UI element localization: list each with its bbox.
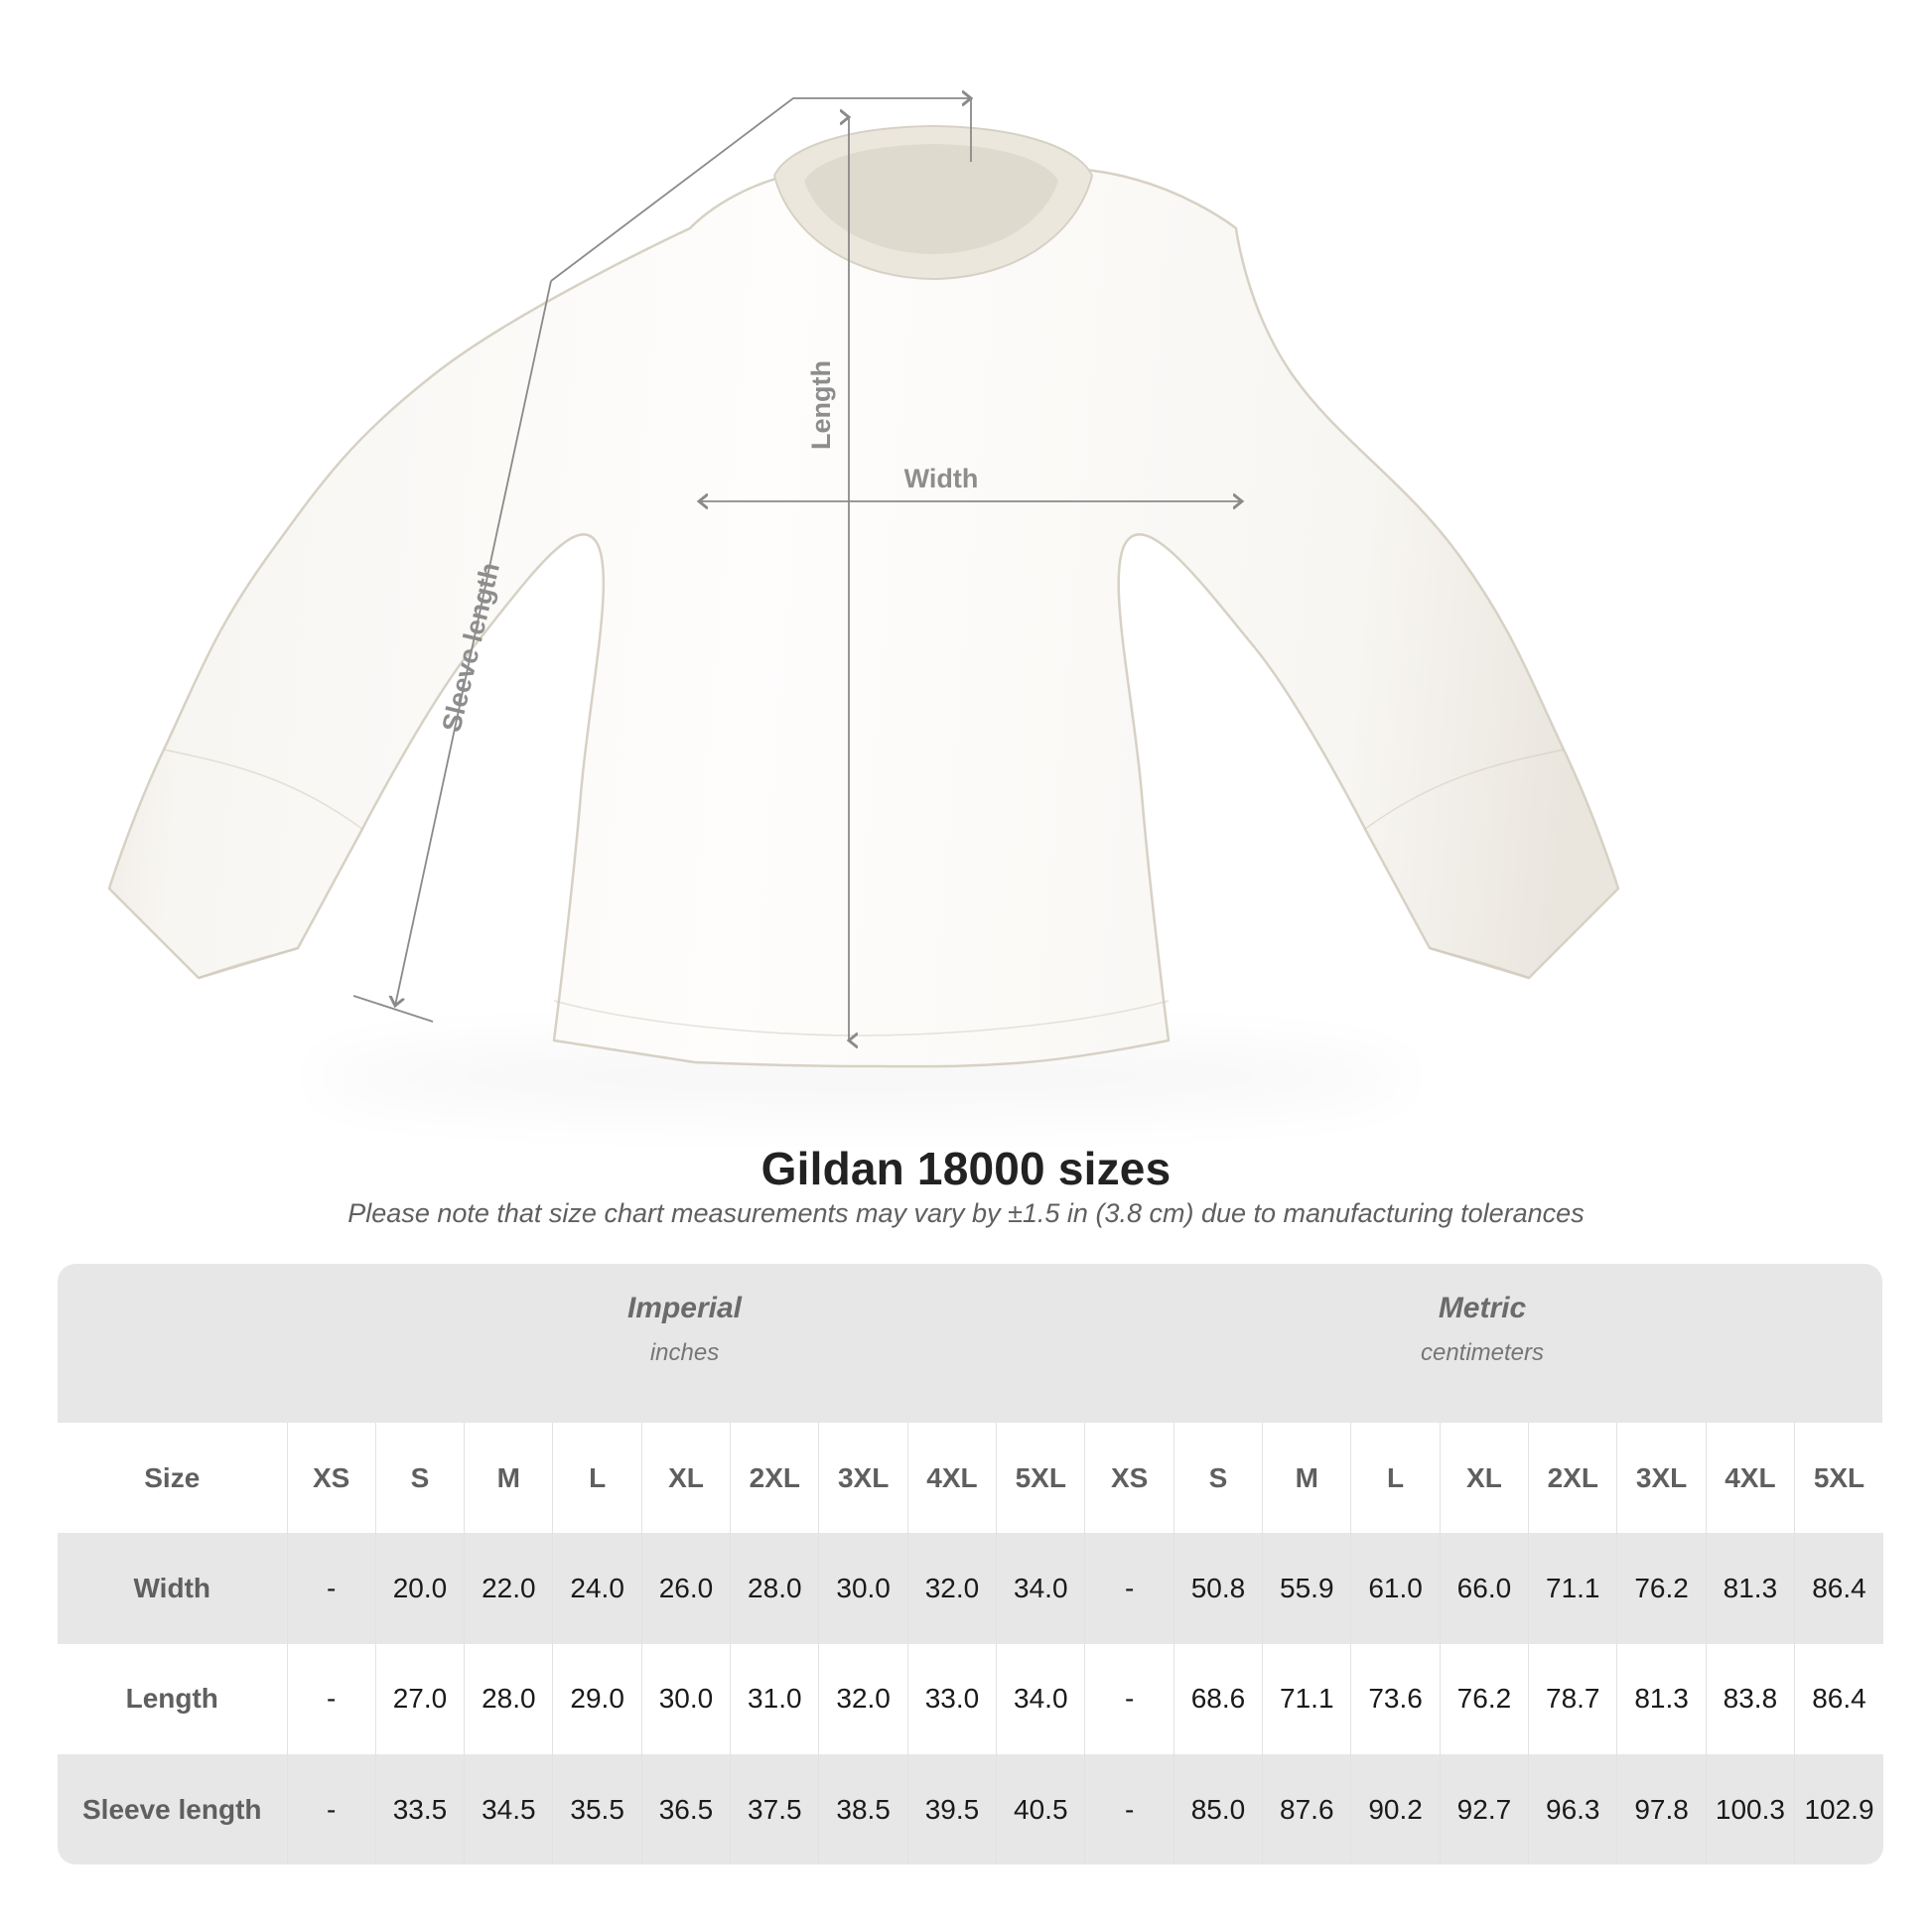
svg-text:Length: Length xyxy=(806,360,836,450)
svg-text:Width: Width xyxy=(904,464,979,493)
